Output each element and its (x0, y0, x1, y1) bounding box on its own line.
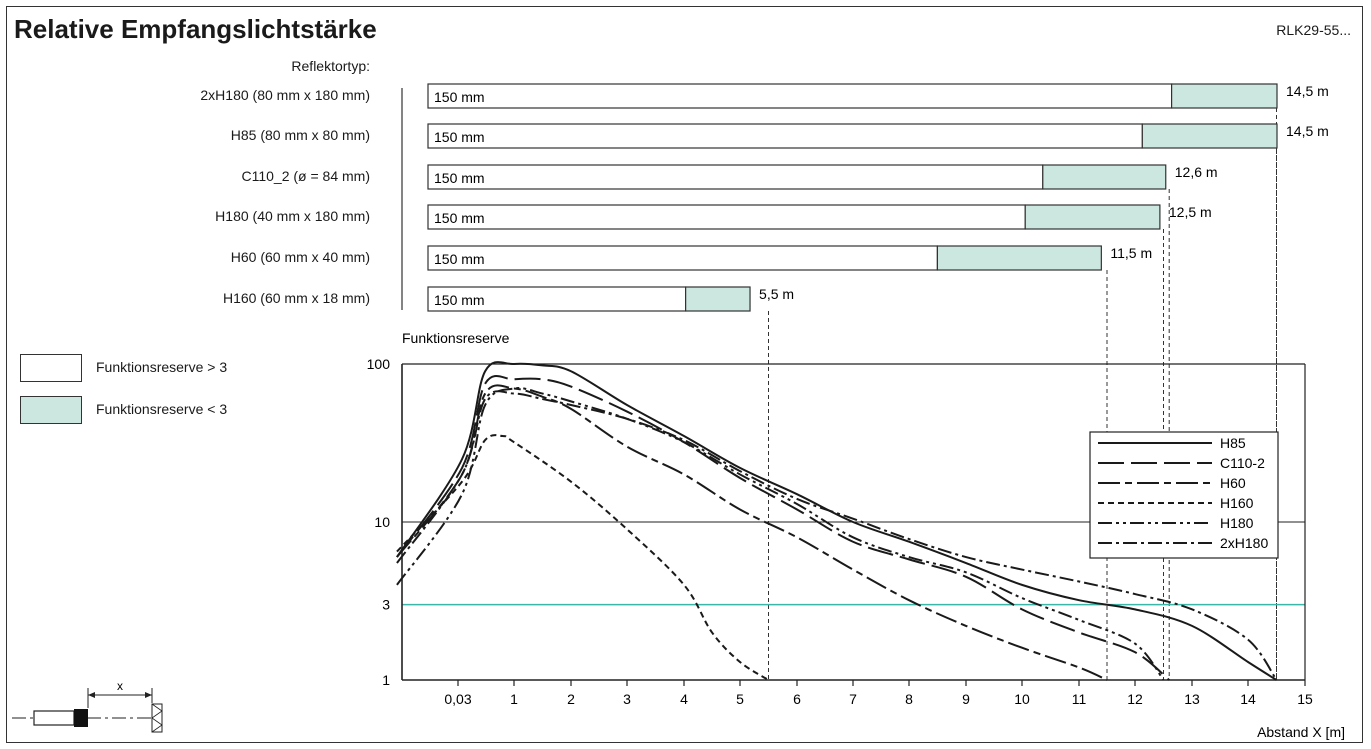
range-bar-high (427, 204, 1026, 230)
product-code: RLK29-55... (1276, 22, 1351, 38)
range-start-label: 150 mm (434, 251, 485, 267)
legend-entry-2xh180: 2xH180 (1220, 535, 1268, 551)
series-line-h60 (396, 384, 1108, 681)
y-tick-label: 10 (374, 514, 390, 530)
range-bar-low (1141, 123, 1278, 149)
distance-x-label: x (117, 679, 123, 693)
x-tick-label: 0,03 (444, 691, 471, 707)
range-start-label: 150 mm (434, 170, 485, 186)
x-tick-label: 15 (1297, 691, 1313, 707)
series-line-h180 (396, 387, 1165, 681)
range-bar-low (936, 245, 1102, 271)
reflector-label-h160: H160 (60 mm x 18 mm) (222, 290, 370, 306)
series-legend: H85 C110-2 H60 H160 H180 2xH180 (1089, 431, 1279, 559)
reflector-label-h85: H85 (80 mm x 80 mm) (230, 127, 370, 143)
range-bar-low (1024, 204, 1161, 230)
legend-entry-c110-2: C110-2 (1220, 455, 1265, 471)
x-tick-label: 3 (623, 691, 631, 707)
range-start-label: 150 mm (434, 292, 485, 308)
legend-swatch-high (20, 354, 82, 382)
range-bars: 150 mm 14,5 m 150 mm 14,5 m 150 mm 12,6 m 150 … (401, 83, 1329, 680)
x-tick-label: 8 (905, 691, 913, 707)
y-tick-label: 3 (382, 597, 390, 613)
page-title: Relative Empfangslichtstärke (14, 14, 377, 44)
sensor-lens (74, 709, 88, 727)
legend-label-low: Funktionsreserve < 3 (96, 401, 228, 417)
x-tick-label: 9 (962, 691, 970, 707)
y-tick-label: 100 (367, 356, 391, 372)
reflector-icon (151, 703, 163, 733)
range-start-label: 150 mm (434, 129, 485, 145)
range-bar-low (685, 286, 751, 312)
x-tick-label: 2 (567, 691, 575, 707)
series-line-h85 (396, 361, 1278, 681)
legend-swatch-low (20, 396, 82, 424)
range-bar-high (427, 123, 1143, 149)
sensor-diagram: x (12, 679, 163, 733)
range-end-label: 5,5 m (759, 286, 794, 302)
x-tick-label: 5 (736, 691, 744, 707)
range-bar-low (1042, 164, 1167, 190)
series-legend-box (1089, 431, 1279, 559)
legend-entry-h160: H160 (1220, 495, 1254, 511)
legend-entry-h85: H85 (1220, 435, 1246, 451)
legend-entry-h180: H180 (1220, 515, 1254, 531)
x-tick-label: 7 (849, 691, 857, 707)
chart-frame (6, 6, 1363, 743)
range-end-label: 11,5 m (1110, 245, 1152, 261)
x-tick-label: 14 (1240, 691, 1256, 707)
range-bar-high (427, 245, 938, 271)
series-line-h160 (396, 434, 770, 681)
series-line-c110-2 (396, 375, 1170, 681)
range-start-label: 150 mm (434, 89, 485, 105)
x-tick-label: 10 (1014, 691, 1030, 707)
range-end-label: 14,5 m (1286, 123, 1329, 139)
range-end-label: 12,6 m (1175, 164, 1218, 180)
x-tick-label: 13 (1184, 691, 1200, 707)
range-end-label: 14,5 m (1286, 83, 1329, 99)
y-tick-label: 1 (382, 672, 390, 688)
x-tick-label: 4 (680, 691, 688, 707)
range-start-label: 150 mm (434, 210, 485, 226)
reflector-label-2xh180: 2xH180 (80 mm x 180 mm) (200, 87, 370, 103)
x-tick-label: 11 (1072, 691, 1087, 707)
legend-entry-h60: H60 (1220, 475, 1246, 491)
reflector-label-h180: H180 (40 mm x 180 mm) (215, 208, 370, 224)
range-bar-high (427, 83, 1173, 109)
sensor-body (33, 710, 75, 726)
reflector-label-c110: C110_2 (ø = 84 mm) (241, 168, 370, 184)
legend-label-high: Funktionsreserve > 3 (96, 359, 228, 375)
x-tick-label: 1 (510, 691, 518, 707)
x-tick-label: 6 (793, 691, 801, 707)
reflector-label-h60: H60 (60 mm x 40 mm) (230, 249, 370, 265)
series-line-2xh180 (396, 390, 1278, 681)
range-bar-low (1171, 83, 1278, 109)
range-bar-high (427, 164, 1044, 190)
range-end-label: 12,5 m (1169, 204, 1212, 220)
x-tick-label: 12 (1127, 691, 1143, 707)
reflector-header: Reflektortyp: (291, 58, 370, 74)
x-axis-label: Abstand X [m] (1257, 724, 1345, 740)
y-axis-label: Funktionsreserve (402, 330, 510, 346)
